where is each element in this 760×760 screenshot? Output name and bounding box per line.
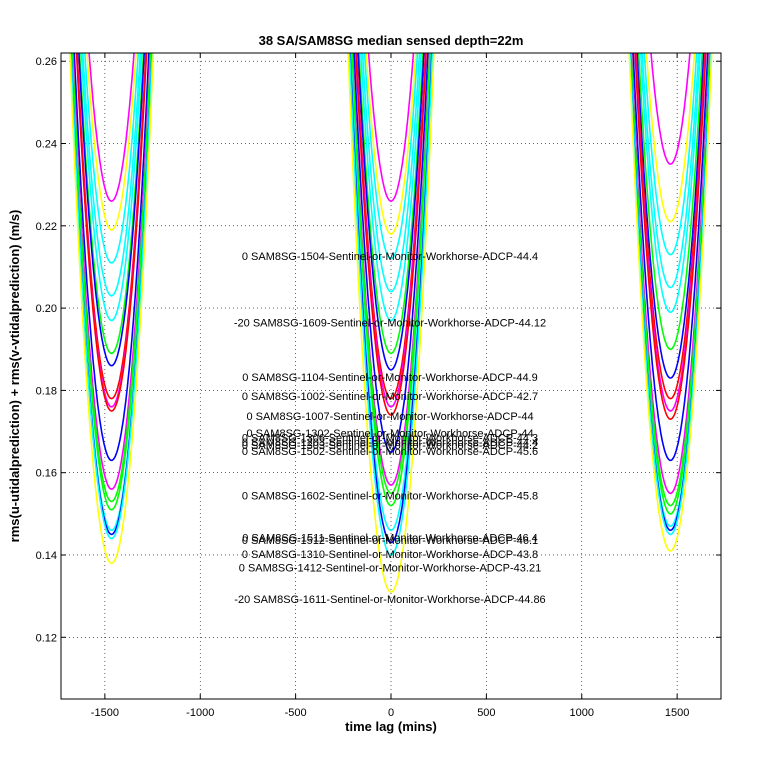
series-annotation: 0 SAM8SG-1104-Sentinel-or-Monitor-Workho… xyxy=(242,372,537,384)
series-annotation: -20 SAM8SG-1609-Sentinel-or-Monitor-Work… xyxy=(234,318,546,330)
series-line xyxy=(88,53,691,202)
series-annotation: 0 SAM8SG-1310-Sentinel-or-Monitor-Workho… xyxy=(242,549,538,561)
series-line xyxy=(70,53,712,556)
annotations: 0 SAM8SG-1504-Sentinel-or-Monitor-Workho… xyxy=(234,251,546,606)
series-line xyxy=(80,53,701,322)
y-tick-label: 0.12 xyxy=(36,632,57,644)
y-tick-label: 0.16 xyxy=(36,468,57,480)
series-line xyxy=(70,53,712,544)
series-line xyxy=(75,53,707,421)
y-tick-label: 0.20 xyxy=(36,303,57,315)
x-tick-label: 0 xyxy=(388,707,394,719)
series-annotation: 0 SAM8SG-1502-Sentinel-or-Monitor-Workho… xyxy=(242,446,538,458)
chart-title: 38 SA/SAM8SG median sensed depth=22m xyxy=(259,33,524,48)
series-line xyxy=(78,53,705,379)
series-line xyxy=(78,53,704,355)
series-line xyxy=(72,53,711,495)
series-line xyxy=(73,53,709,462)
x-tick-label: -1500 xyxy=(91,707,119,719)
series-line xyxy=(76,53,707,412)
y-axis-label: rms(u-utidalprediction) + rms(v-vtidalpr… xyxy=(7,210,22,543)
series-annotation: 0 SAM8SG-1002-Sentinel-or-Monitor-Workho… xyxy=(242,391,538,403)
series-annotation: 0 SAM8SG-1504-Sentinel-or-Monitor-Workho… xyxy=(242,251,538,263)
y-tick-label: 0.22 xyxy=(36,221,57,233)
series-line xyxy=(86,53,696,235)
x-axis-label: time lag (mins) xyxy=(345,719,437,734)
series-annotation: 0 SAM8SG-1412-Sentinel-or-Monitor-Workho… xyxy=(239,563,541,575)
series-annotation: -20 SAM8SG-1611-Sentinel-or-Monitor-Work… xyxy=(234,594,545,606)
series-line xyxy=(81,53,700,297)
y-tick-label: 0.24 xyxy=(36,139,57,151)
series-annotation: 0 SAM8SG-1007-Sentinel-or-Monitor-Workho… xyxy=(246,411,533,423)
x-tick-label: -500 xyxy=(285,707,307,719)
plot-area: 0 SAM8SG-1504-Sentinel-or-Monitor-Workho… xyxy=(36,52,722,719)
series-annotation: 0 SAM8SG-1512-Sentinel-or-Monitor-Workho… xyxy=(242,535,538,547)
series-annotation: 0 SAM8SG-1203-Sentinel-or-Monitor-Workho… xyxy=(242,437,538,449)
series-line xyxy=(76,53,706,400)
series-annotation: 0 SAM8SG-1306-Sentinel-or-Monitor-Workho… xyxy=(242,432,538,444)
series-annotation: 0 SAM8SG-1302-Sentinel-or-Monitor-Workho… xyxy=(246,428,533,440)
series-annotation: 0 SAM8SG-1303-Sentinel-or-Monitor-Workho… xyxy=(242,440,538,452)
x-tick-label: -1000 xyxy=(186,707,214,719)
y-tick-label: 0.18 xyxy=(36,385,57,397)
series-annotation: 0 SAM8SG-1511-Sentinel-or-Monitor-Workho… xyxy=(242,532,537,544)
x-tick-label: 500 xyxy=(477,707,495,719)
y-tick-label: 0.14 xyxy=(36,550,57,562)
x-tick-label: 1500 xyxy=(665,707,689,719)
series-line xyxy=(71,53,711,515)
series-annotation: 0 SAM8SG-1602-Sentinel-or-Monitor-Workho… xyxy=(242,490,538,502)
series-line xyxy=(84,53,698,264)
series-line xyxy=(69,53,713,593)
series-line xyxy=(70,53,712,532)
y-tick-label: 0.26 xyxy=(36,56,57,68)
curves xyxy=(69,53,713,593)
ticks: -1500 -1000 -500 0 500 1000 1500 0.12 0.14 0.16 0.… xyxy=(36,53,721,719)
x-tick-label: 1000 xyxy=(570,707,594,719)
series-line xyxy=(71,53,711,507)
